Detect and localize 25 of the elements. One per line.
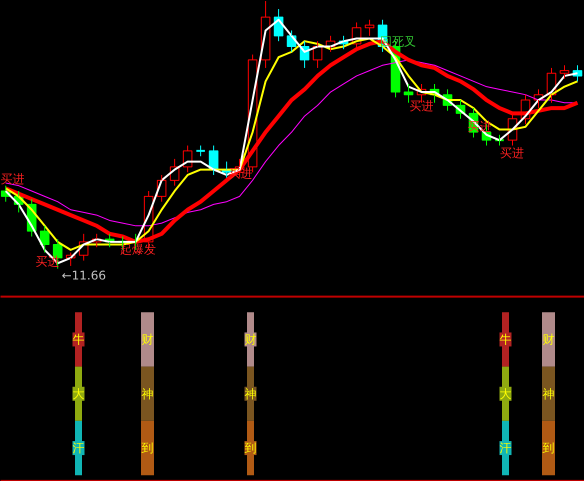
text: 汗 xyxy=(500,441,512,456)
text: 财 xyxy=(542,332,554,346)
annotation: 买进 xyxy=(409,98,434,113)
text: 神 xyxy=(142,386,154,401)
text: 财 xyxy=(244,332,256,346)
annotation: ←11.66 xyxy=(62,268,106,283)
annotation: 买进 xyxy=(0,172,24,186)
text: 汗 xyxy=(72,441,84,456)
text: 牛 xyxy=(500,332,512,346)
annotation: 买进 xyxy=(228,166,252,180)
text: 神 xyxy=(542,386,554,401)
annotation: 起爆发 xyxy=(120,242,156,257)
candlestick xyxy=(364,19,374,36)
text: 牛 xyxy=(72,332,84,346)
text: 大 xyxy=(500,386,512,401)
text: 财 xyxy=(142,332,154,346)
annotation: 回死叉 xyxy=(380,34,416,49)
text: 到 xyxy=(244,441,256,456)
text: 大 xyxy=(72,386,84,401)
annotation: 买进 xyxy=(500,146,524,160)
candlestick xyxy=(40,225,50,254)
text: 到 xyxy=(542,441,554,456)
text: 到 xyxy=(142,441,154,456)
candlestick xyxy=(560,64,570,80)
text: 神 xyxy=(244,386,256,401)
